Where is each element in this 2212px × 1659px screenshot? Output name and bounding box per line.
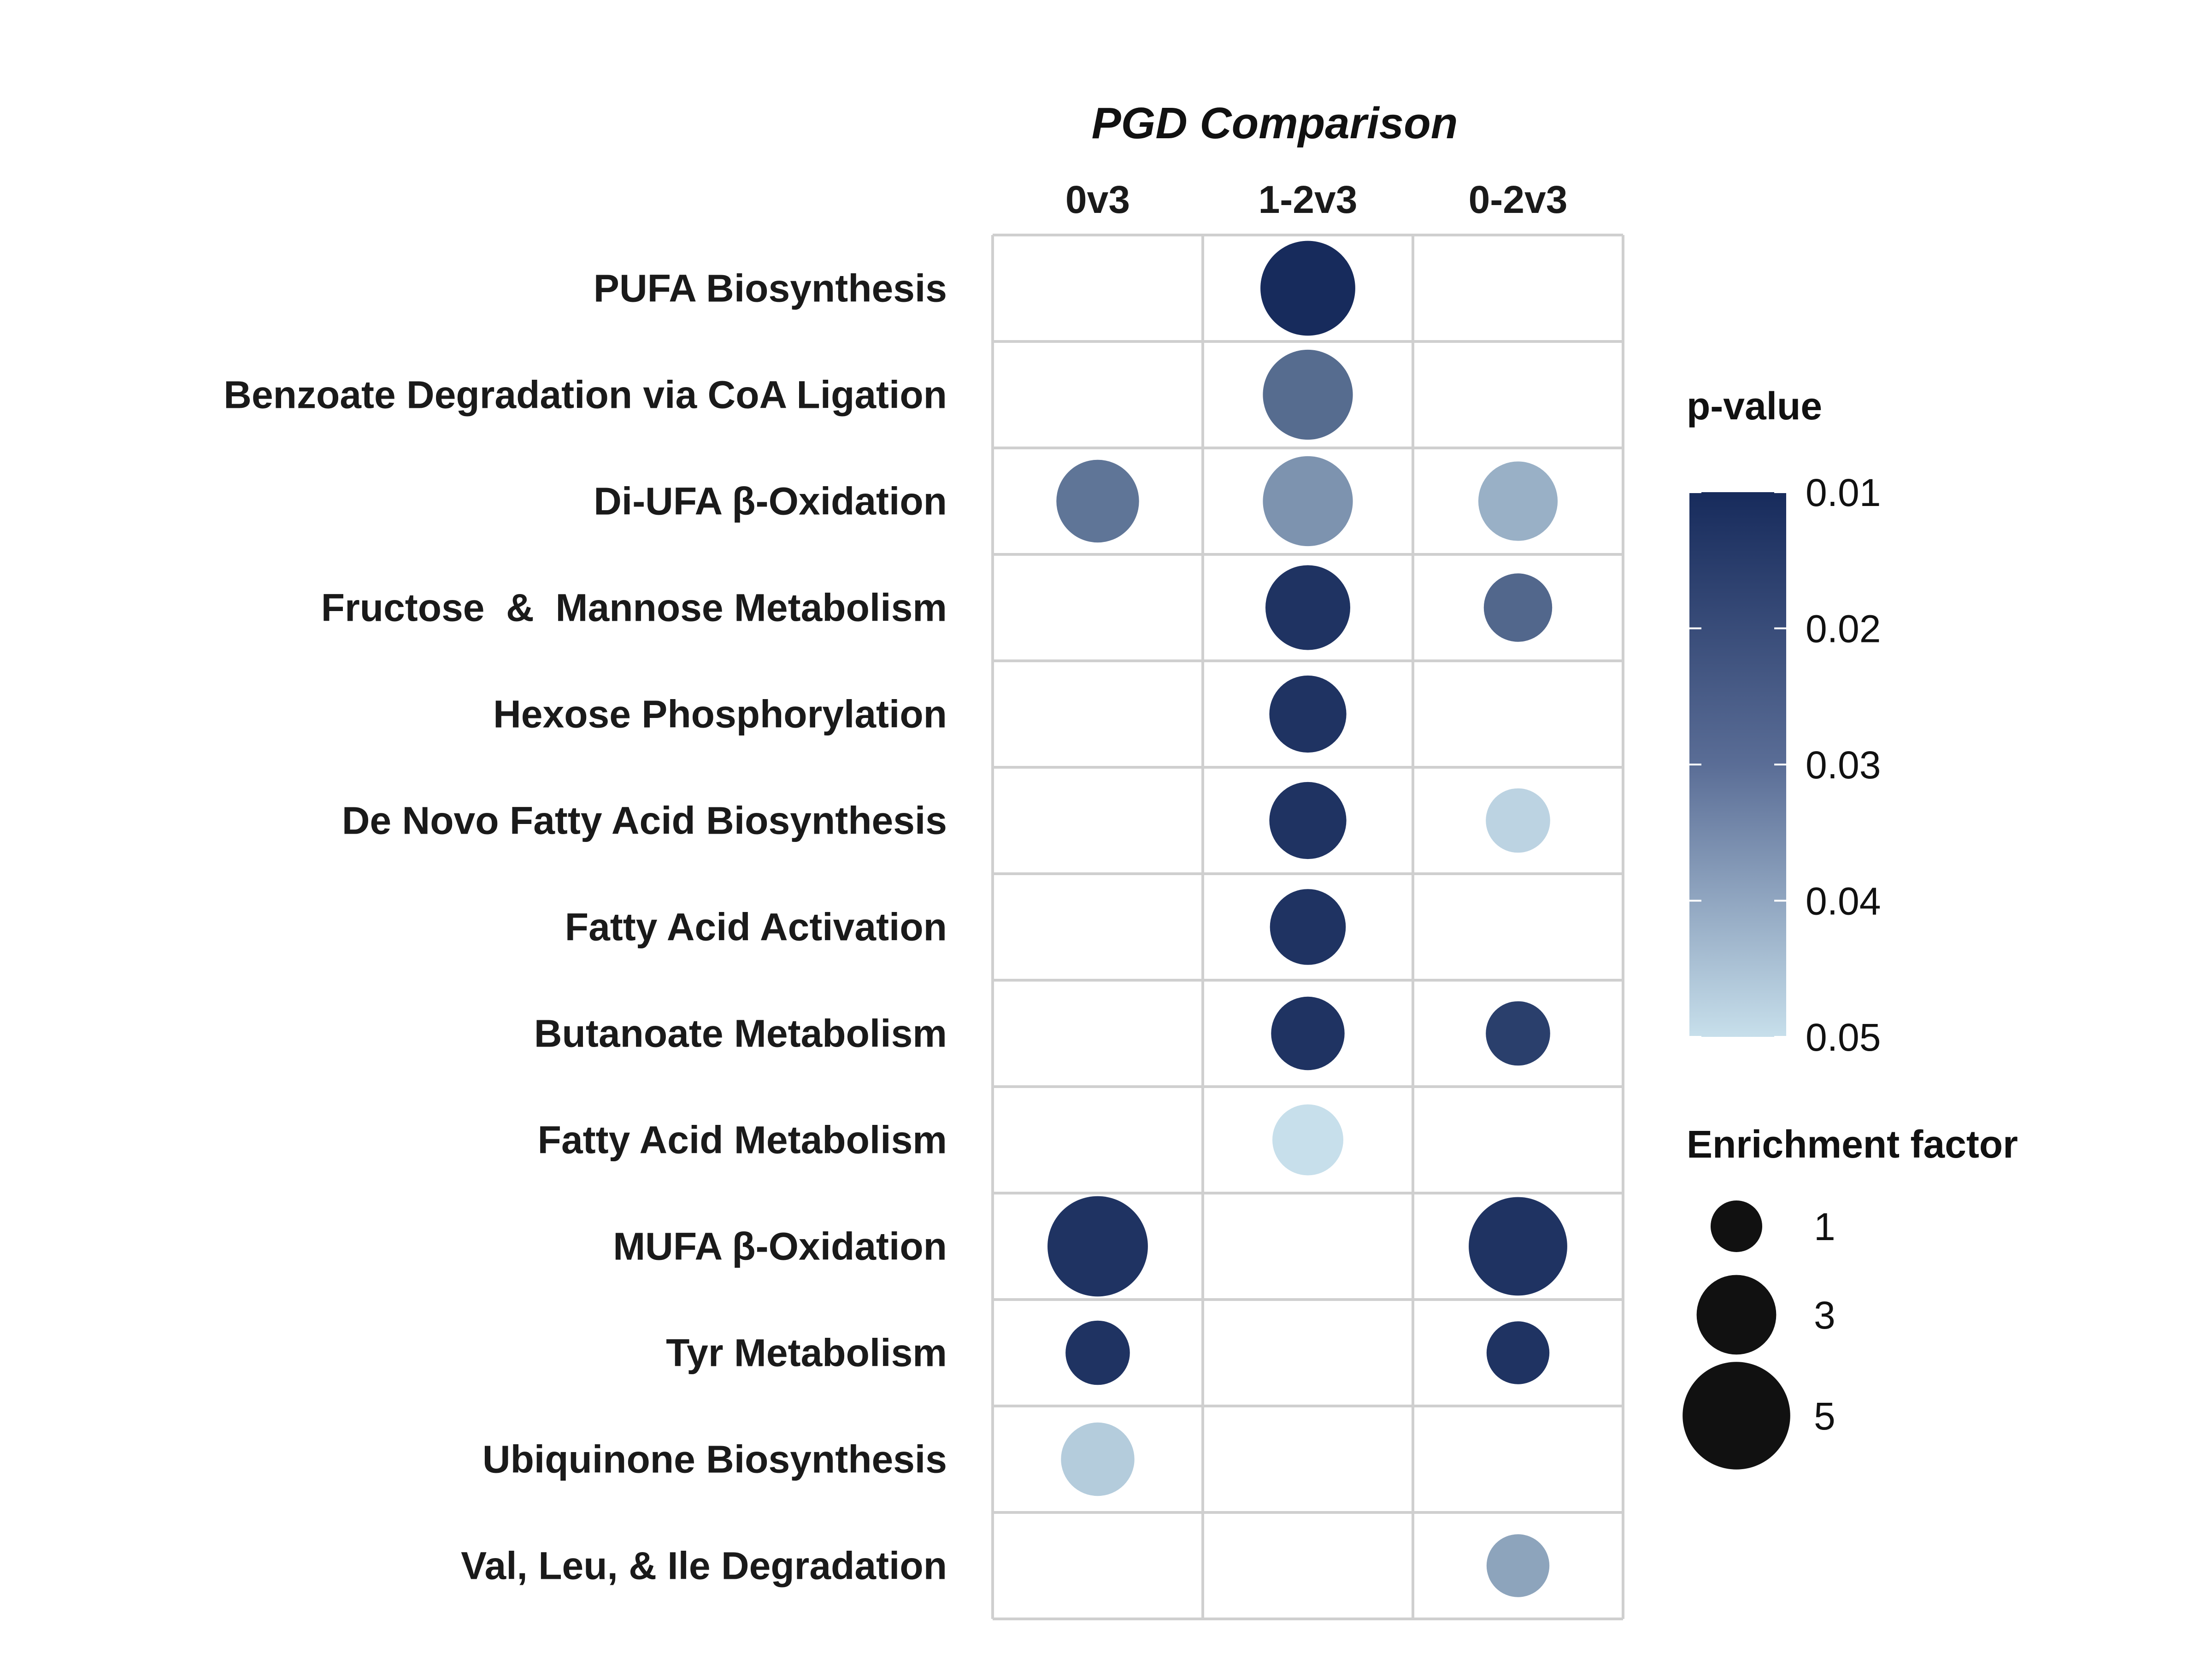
size-legend-items: 1 3 5 <box>1683 1200 1835 1470</box>
column-label-0v3: 0v3 <box>1065 178 1130 221</box>
bubbles <box>1047 241 1567 1597</box>
size-legend-title: Enrichment factor <box>1687 1123 2018 1166</box>
size-legend: Enrichment factor 1 3 5 <box>1683 1123 2018 1470</box>
column-label-0-2v3: 0-2v3 <box>1469 178 1568 221</box>
bubble-fatty-acid-activation-1-2v3 <box>1270 889 1346 965</box>
color-legend-tick-label: 0.01 <box>1806 471 1881 514</box>
bubble-de-novo-fatty-acid-biosynthesis-0-2v3 <box>1486 788 1550 853</box>
bubble-mufa-oxidation-0v3 <box>1047 1196 1148 1297</box>
bubble-di-ufa-oxidation-1-2v3 <box>1263 456 1353 547</box>
grid <box>991 234 1624 1620</box>
bubble-val-leu-ile-degradation-0-2v3 <box>1486 1534 1550 1597</box>
row-label-ubiquinone-biosynthesis: Ubiquinone Biosynthesis <box>482 1438 947 1481</box>
bubble-butanoate-metabolism-0-2v3 <box>1486 1001 1550 1066</box>
bubble-de-novo-fatty-acid-biosynthesis-1-2v3 <box>1269 782 1347 859</box>
bubble-butanoate-metabolism-1-2v3 <box>1271 996 1345 1071</box>
color-legend-tick-label: 0.03 <box>1806 743 1881 787</box>
row-label-butanoate-metabolism: Butanoate Metabolism <box>534 1012 947 1055</box>
color-legend-title: p-value <box>1687 384 1822 428</box>
row-labels: PUFA Biosynthesis Benzoate Degradation vi… <box>224 267 947 1588</box>
row-label-hexose-phosphorylation: Hexose Phosphorylation <box>493 693 947 736</box>
bubble-mufa-oxidation-0-2v3 <box>1469 1197 1567 1296</box>
bubble-di-ufa-oxidation-0-2v3 <box>1478 461 1558 541</box>
color-legend-tick-label: 0.02 <box>1806 607 1881 651</box>
chart-title: PGD Comparison <box>1092 99 1458 148</box>
color-legend-tick-label: 0.04 <box>1806 880 1881 923</box>
bubble-benzoate-degradation-via-coa-ligation-1-2v3 <box>1263 349 1353 440</box>
color-legend: p-value 0.01 0.02 0.03 0.04 0.05 <box>1687 384 1881 1059</box>
size-legend-circle <box>1711 1200 1762 1252</box>
color-bar-ticks: 0.01 0.02 0.03 0.04 0.05 <box>1689 471 1881 1059</box>
row-label-mufa-oxidation: MUFA β-Oxidation <box>613 1225 947 1268</box>
row-label-tyr-metabolism: Tyr Metabolism <box>666 1331 947 1375</box>
size-legend-circle <box>1696 1275 1777 1355</box>
bubble-tyr-metabolism-0-2v3 <box>1486 1321 1550 1384</box>
row-label-benzoate-degradation-via-coa-ligation: Benzoate Degradation via CoA Ligation <box>224 373 947 417</box>
bubble-fructose-mannose-metabolism-1-2v3 <box>1265 565 1350 650</box>
bubble-pufa-biosynthesis-1-2v3 <box>1260 241 1355 336</box>
column-labels: 0v3 1-2v3 0-2v3 <box>1065 178 1568 221</box>
bubble-tyr-metabolism-0v3 <box>1065 1320 1130 1385</box>
color-bar <box>1689 492 1786 1037</box>
column-label-1-2v3: 1-2v3 <box>1259 178 1358 221</box>
row-label-fructose-mannose-metabolism: Fructose & Mannose Metabolism <box>321 586 947 629</box>
bubble-fatty-acid-metabolism-1-2v3 <box>1272 1104 1343 1176</box>
bubble-hexose-phosphorylation-1-2v3 <box>1269 675 1347 753</box>
bubble-fructose-mannose-metabolism-0-2v3 <box>1483 573 1553 642</box>
row-label-val-leu-ile-degradation: Val, Leu, & Ile Degradation <box>461 1544 947 1588</box>
size-legend-label: 5 <box>1814 1394 1835 1438</box>
bubble-ubiquinone-biosynthesis-0v3 <box>1061 1422 1135 1496</box>
size-legend-circle <box>1683 1362 1790 1470</box>
row-label-pufa-biosynthesis: PUFA Biosynthesis <box>594 267 947 310</box>
row-label-di-ufa-oxidation: Di-UFA β-Oxidation <box>594 480 947 523</box>
color-legend-tick-label: 0.05 <box>1806 1016 1881 1059</box>
row-label-de-novo-fatty-acid-biosynthesis: De Novo Fatty Acid Biosynthesis <box>342 799 947 842</box>
size-legend-label: 3 <box>1814 1294 1835 1337</box>
bubble-di-ufa-oxidation-0v3 <box>1056 459 1139 543</box>
row-label-fatty-acid-activation: Fatty Acid Activation <box>565 906 947 949</box>
size-legend-label: 1 <box>1814 1205 1835 1248</box>
row-label-fatty-acid-metabolism: Fatty Acid Metabolism <box>538 1118 947 1162</box>
